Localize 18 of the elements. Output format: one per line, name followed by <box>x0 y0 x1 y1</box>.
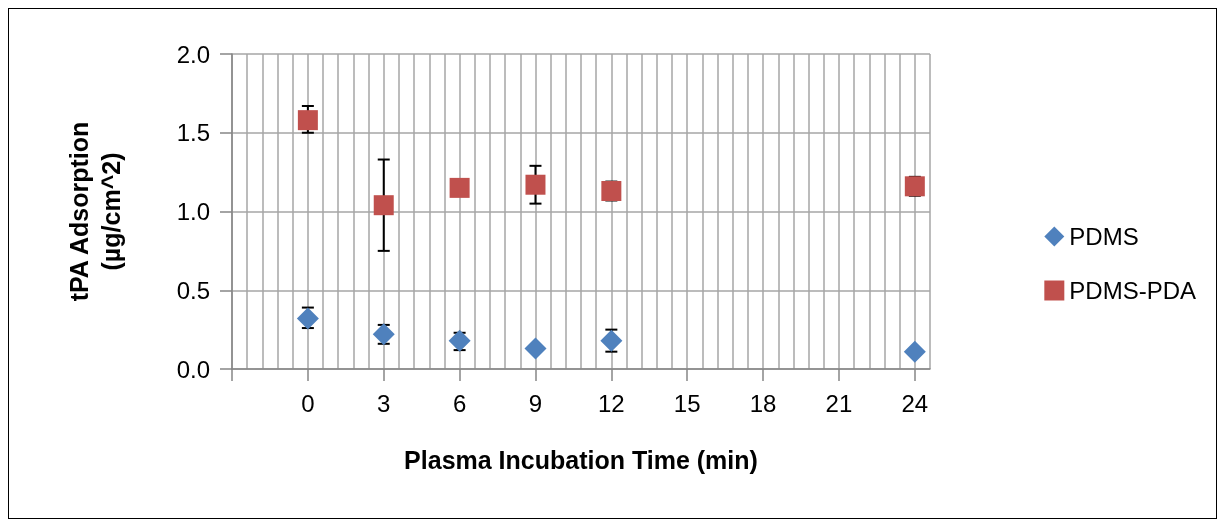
x-tick-label: 15 <box>673 389 701 417</box>
y-tick-label: 1.5 <box>176 119 210 147</box>
x-tick-label: 0 <box>301 389 315 417</box>
y-tick-label: 0.0 <box>176 355 210 383</box>
x-tick-label: 3 <box>377 389 391 417</box>
x-tick-label: 12 <box>598 389 625 417</box>
x-tick-label: 24 <box>901 389 929 417</box>
x-axis-title: Plasma Incubation Time (min) <box>404 445 758 474</box>
x-tick-label: 9 <box>528 389 543 417</box>
x-tick-label: 18 <box>749 389 777 417</box>
y-axis-title: tPA Adsorption (µg/cm^2) <box>65 121 125 302</box>
x-tick-label: 21 <box>825 389 853 417</box>
legend-label: PDMS-PDA <box>1069 277 1197 304</box>
legend-label: PDMS <box>1069 223 1139 250</box>
y-tick-label: 2.0 <box>176 40 210 68</box>
y-tick-label: 1.0 <box>176 198 210 225</box>
x-tick-label: 6 <box>452 389 467 417</box>
y-tick-label: 0.5 <box>176 276 210 304</box>
